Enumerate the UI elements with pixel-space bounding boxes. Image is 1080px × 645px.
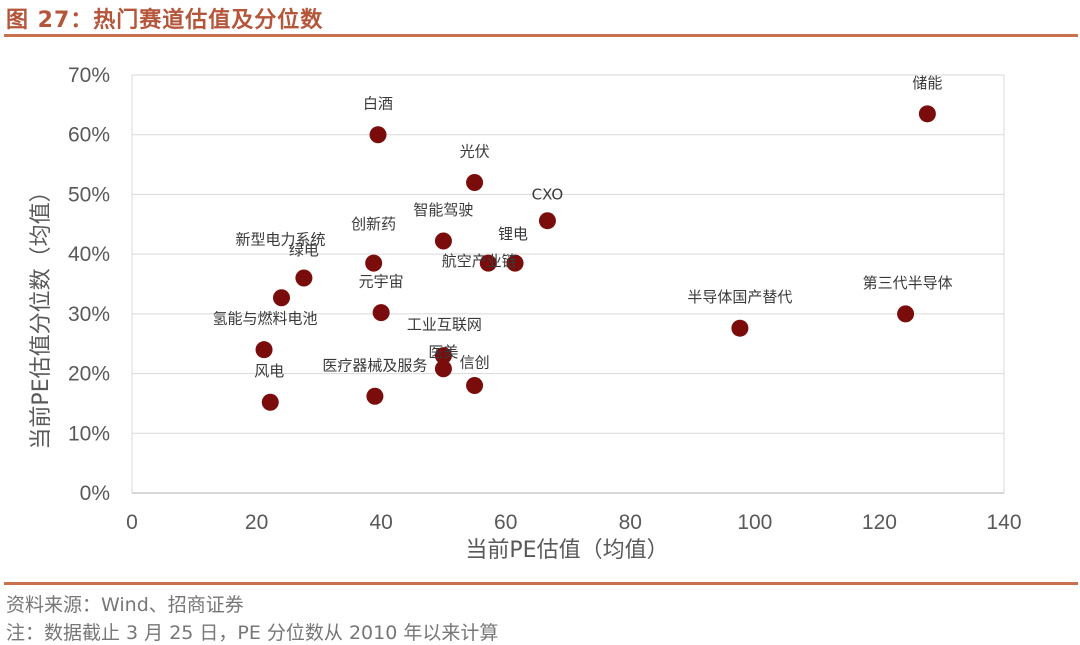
y-tick-label: 70% [68,64,110,87]
point-label: 氢能与燃料电池 [213,310,318,328]
point-label: 医美 [428,343,458,361]
point-label: CXO [532,186,564,204]
point-label: 锂电 [498,225,528,243]
point-label: 储能 [912,74,942,92]
x-tick-label: 20 [245,511,268,534]
data-point [479,254,497,272]
point-label: 航空产业链 [442,252,517,270]
x-tick-label: 40 [369,511,392,534]
point-label: 创新药 [351,215,396,233]
point-label: 医疗器械及服务 [322,356,427,374]
data-point [295,269,313,287]
y-tick-label: 50% [68,183,110,206]
source-note: 资料来源：Wind、招商证券 [6,594,244,616]
x-tick-label: 60 [494,511,517,534]
data-point [255,341,273,359]
figure-title: 图 27：热门赛道估值及分位数 [6,8,324,33]
point-label: 新型电力系统 [235,231,325,249]
data-point [434,360,452,378]
data-point [365,254,383,272]
x-tick-label: 80 [619,511,642,534]
point-label: 智能驾驶 [413,201,473,219]
point-label: 元宇宙 [359,273,404,291]
y-tick-label: 20% [68,363,110,386]
point-label: 白酒 [363,95,393,113]
data-point [434,232,452,250]
gridlines [132,74,1004,434]
data-point [434,347,452,365]
y-tick-label: 30% [68,303,110,326]
data-point [272,289,290,307]
point-label: 绿电 [289,241,319,259]
data-points [255,105,936,411]
x-tick-label: 120 [862,511,897,534]
footnote: 注：数据截止 3 月 25 日，PE 分位数从 2010 年以来计算 [6,622,499,644]
data-point [897,305,915,323]
data-point [466,377,484,395]
data-point [506,254,524,272]
scatter-chart: 0% 10% 20% 30% 40% 50% 60% 70% 0 20 40 60 80 100 120 14… [29,64,1022,563]
data-point [261,393,279,411]
data-point [731,319,749,337]
x-axis-title: 当前PE估值（均值） [465,538,668,563]
x-tick-label: 0 [126,511,138,534]
point-label: 第三代半导体 [863,274,953,292]
data-point [918,105,936,123]
axes [131,75,1005,494]
data-point [538,212,556,230]
point-label: 工业互联网 [407,316,482,334]
data-point [466,173,484,191]
point-label: 半导体国产替代 [687,288,792,306]
y-axis-title: 当前PE估值分位数（均值） [29,180,54,449]
y-tick-label: 10% [68,422,110,445]
data-point [372,304,390,322]
tick-labels: 0% 10% 20% 30% 40% 50% 60% 70% 0 20 40 60 80 100 120 14… [68,64,1022,534]
y-tick-label: 40% [68,243,110,266]
x-tick-label: 100 [737,511,772,534]
point-label: 风电 [254,362,284,380]
x-tick-label: 140 [986,511,1021,534]
footer-divider [4,582,1078,585]
data-point [366,387,384,405]
point-label: 光伏 [460,142,490,160]
title-divider [4,34,1078,37]
point-label: 信创 [460,354,490,372]
data-point [369,126,387,144]
y-tick-label: 0% [80,482,110,505]
y-tick-label: 60% [68,124,110,147]
